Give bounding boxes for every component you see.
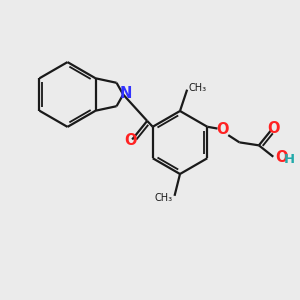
Text: O: O [267, 121, 280, 136]
Text: CH₃: CH₃ [155, 193, 173, 203]
Text: O: O [275, 150, 288, 165]
Text: O: O [125, 133, 137, 148]
Text: N: N [119, 86, 132, 101]
Text: O: O [217, 122, 229, 137]
Text: CH₃: CH₃ [189, 83, 207, 93]
Text: H: H [284, 153, 295, 166]
